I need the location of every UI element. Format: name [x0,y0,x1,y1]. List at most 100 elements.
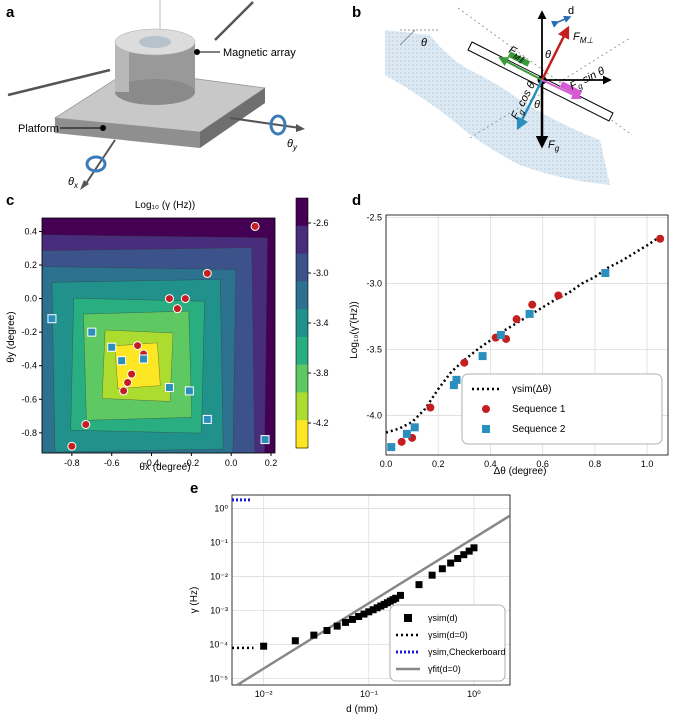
seq2-point [139,354,149,364]
gamma-sim-point [291,637,299,645]
seq1-point [554,291,563,300]
seq1-point [426,403,435,412]
seq1-point [119,386,129,396]
y-tick-label: -0.4 [21,361,37,371]
panel-letter-a: a [6,4,15,21]
tilt-ref [399,29,416,46]
dashed-line-upper [457,7,633,136]
colorbar-tick-label: -2.6 [313,218,329,228]
cylinder-bottom [115,79,195,105]
colorbar-tick-label: -3.4 [313,318,329,328]
x-tick-label: 1.0 [641,459,654,469]
panel-letter-c: c [6,192,14,209]
gamma-sim-point [438,565,446,573]
gamma-sim-point [360,610,368,618]
seq1-point [123,378,133,387]
legend-label: Sequence 1 [512,404,566,415]
chart-c-plot: -0.8 -0.6 -0.4 -0.2 0.0 0.2 0.4 0.2 0.0 -0.2 -0.4 -… [21,197,329,468]
plot-frame [231,494,511,686]
theta-y-label: θy [287,138,298,152]
seq1-point [202,268,212,278]
seq2-point [478,352,487,361]
seq1-point [172,304,182,314]
gamma-sim-point [341,618,349,626]
seq1-point [133,341,143,351]
chart-e-ylabel: γ (Hz) [189,587,200,614]
y-tick-label: 10⁻² [210,572,228,582]
seq2-point [164,383,174,393]
seq1-point [67,441,77,451]
seq2-point [525,309,534,318]
d-label: d [568,5,574,17]
colorbar-tick-label: -3.8 [313,368,329,378]
y-tick-label: 0.2 [24,260,37,270]
panel-letter-e: e [190,480,198,497]
arrowhead-x [80,180,89,190]
rod-left [7,68,111,97]
dashed-line-lower [469,37,631,139]
cylinder-highlight [115,42,129,92]
chart-e-plot: 10⁻² 10⁻¹ 10⁰ 10⁰ 10⁻¹ 10⁻² 10⁻³ 10⁻⁴ 10⁻⁵ γsim(d… [209,494,511,699]
colorbar-segment [296,253,308,282]
x-tick-label: -0.8 [64,458,80,468]
arrowhead-y [296,124,305,132]
legend-swatch-circle [482,405,490,413]
theta-x-label: θx [68,176,79,190]
gamma-sim-point [415,581,423,589]
seq2-point [87,327,97,337]
seq1-point [81,419,91,429]
legend-swatch-square [482,425,490,433]
Fg-cos-arrow [516,79,544,131]
gamma-sim-point [365,608,373,616]
gamma-sim-point [323,626,331,634]
y-tick-label: 0.0 [24,294,37,304]
seq2-point [601,269,610,278]
gamma-sim-point [454,554,462,562]
chart-d-ylabel: Log₁₀(γ̃ (Hz)) [349,301,360,359]
panel-c: c Log₁₀ (γ (Hz)) -0.8 -0.6 -0.4 -0.2 0.0 0.2 0… [6,192,329,473]
x-tick-label: 0.0 [380,459,393,469]
FM-perp-arrow [540,25,570,81]
theta-upper-label: θ [545,49,551,61]
seq1-point [397,437,406,446]
gamma-fit-line [236,514,510,685]
legend-swatch-square [404,614,412,622]
colorbar-tick-label: -4.2 [313,418,329,428]
y-tick-label: 0.4 [24,226,37,236]
y-tick-label: -0.2 [21,327,37,337]
legend-label: γsim(d) [428,613,458,623]
seq1-point [656,234,665,243]
gamma-sim-point [465,547,473,555]
FM-perp-label: FM⊥ [573,31,593,45]
seq1-point [250,221,260,231]
gamma-sim-point [428,571,436,579]
rotation-icon-y [269,114,287,136]
rod-x [84,139,116,186]
Fg-sin-arrow [541,79,582,100]
colorbar-segment [296,198,308,227]
y-tick-label: -0.6 [21,394,37,404]
seq2-point [496,331,505,339]
seq2-point [410,423,419,432]
seq2-point [260,435,270,445]
theta-lower-label: θ [534,99,540,111]
panel-d: d 0.0 0.2 0.4 0.6 0.8 1.0 -2.5 -3.0 -3.5 -4.0 γsim… [349,192,669,477]
panel-letter-b: b [352,4,361,21]
x-tick-label: 10⁻¹ [360,689,378,699]
panel-a: a Magnetic array Platform θy θx [6,0,305,190]
magnetic-array-label: Magnetic array [223,47,296,59]
plot-frame [385,214,669,456]
panel-e: e 10⁻² 10⁻¹ 10⁰ 10⁰ 10⁻¹ 10⁻² 10⁻³ 10⁻⁴ 10⁻⁵ γsim… [189,480,511,715]
colorbar-segment [296,225,308,255]
panel-letter-d: d [352,192,361,209]
y-tick-label: -3.5 [366,345,382,355]
colorbar-tick-label: -3.0 [313,268,329,278]
seq2-point [107,342,117,352]
chart-c-title: Log₁₀ (γ (Hz)) [135,200,195,211]
seq2-point [387,443,396,452]
gamma-sim-line [385,233,664,434]
seq2-point [452,375,461,384]
y-tick-label: 10⁻⁵ [210,674,229,684]
Fg-label: Fg [548,139,560,153]
seq2-point [117,356,127,366]
